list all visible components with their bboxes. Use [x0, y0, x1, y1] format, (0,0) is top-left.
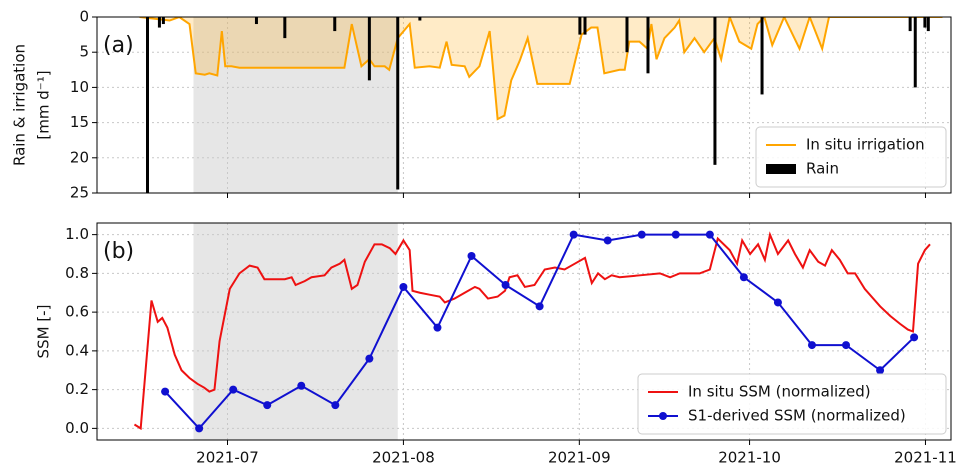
marker — [195, 424, 204, 433]
y-tick-label: 0 — [79, 8, 89, 26]
series-line — [139, 17, 943, 121]
rain-bar — [418, 17, 422, 21]
x-tick-label: 2021-10 — [718, 449, 781, 465]
legend-box — [637, 373, 947, 435]
marker — [433, 323, 442, 332]
marker — [535, 302, 544, 311]
marker — [161, 387, 170, 396]
plot-area — [97, 223, 951, 440]
marker — [807, 341, 816, 350]
rain-bar — [146, 17, 150, 193]
marker — [773, 298, 782, 307]
y-tick-label: 10 — [70, 78, 89, 96]
rain-bar — [583, 17, 587, 35]
plot-frame — [96, 222, 952, 441]
marker — [229, 385, 238, 394]
rain-bar — [157, 17, 161, 28]
x-tick-label: 2021-08 — [372, 449, 435, 465]
y-tick-label: 0.2 — [65, 380, 89, 398]
rain-bar — [396, 17, 400, 190]
panel-label: (b) — [103, 239, 134, 264]
rain-bar — [760, 17, 764, 95]
y-tick-label: 25 — [70, 184, 89, 202]
y-axis-title: Rain & irrigation — [11, 44, 29, 166]
y-axis-title: SSM [-] — [35, 305, 53, 359]
marker — [842, 341, 851, 350]
x-tick-label: 2021-11 — [894, 449, 957, 465]
marker — [705, 230, 714, 239]
series-line — [133, 231, 931, 431]
y-tick-label: 0.0 — [65, 419, 89, 437]
rain-bar — [646, 17, 650, 74]
rain-bar — [908, 17, 912, 32]
rain-bar — [161, 17, 165, 25]
plot-area — [97, 17, 951, 193]
rain-bar — [254, 17, 258, 25]
marker — [569, 230, 578, 239]
y-tick-label: 0.8 — [65, 264, 89, 282]
x-tick-label: 2021-07 — [196, 449, 259, 465]
rain-bar — [923, 17, 927, 28]
rain-bar — [333, 17, 337, 32]
y-tick-label: 0.6 — [65, 303, 89, 321]
shaded-period — [193, 223, 398, 440]
marker — [467, 251, 476, 260]
rain-bar — [926, 17, 930, 32]
legend-box — [755, 126, 947, 188]
rain-bar — [913, 17, 917, 88]
legend-label: In situ irrigation — [806, 136, 925, 154]
marker — [501, 281, 510, 289]
marker — [910, 333, 919, 342]
rain-bar — [367, 17, 371, 81]
y-axis-unit: [mm d⁻¹] — [35, 70, 53, 139]
y-tick-label: 20 — [70, 148, 89, 166]
legend-marker — [659, 412, 667, 420]
legend-label: Rain — [806, 160, 839, 178]
marker — [603, 236, 612, 245]
marker — [876, 366, 885, 375]
rain-bar — [283, 17, 287, 39]
legend-swatch — [766, 164, 796, 174]
x-tick-label: 2021-09 — [548, 449, 611, 465]
marker — [297, 381, 306, 390]
panel-label: (a) — [103, 33, 134, 58]
legend-label: In situ SSM (normalized) — [688, 383, 871, 401]
rain-bar — [578, 17, 582, 35]
y-tick-label: 15 — [70, 113, 89, 131]
marker — [637, 230, 646, 239]
y-tick-label: 0.4 — [65, 341, 89, 359]
y-tick-label: 1.0 — [65, 225, 89, 243]
marker — [739, 273, 748, 282]
marker — [365, 354, 374, 363]
rain-bar — [625, 17, 629, 53]
y-tick-label: 5 — [79, 43, 89, 61]
rain-bar — [713, 17, 717, 165]
marker — [399, 282, 408, 291]
marker — [263, 401, 272, 410]
marker — [331, 401, 340, 410]
marker — [671, 230, 680, 239]
plot-frame — [96, 16, 952, 194]
legend-label: S1-derived SSM (normalized) — [688, 407, 906, 425]
